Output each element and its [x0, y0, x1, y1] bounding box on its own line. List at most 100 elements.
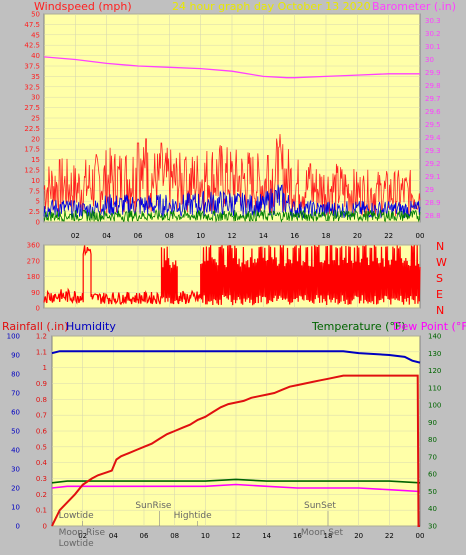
- direction-tick-label: 180: [27, 273, 40, 281]
- baro-tick-label: 29.4: [425, 134, 441, 142]
- rain-tick-label: 0.1: [36, 507, 47, 515]
- rain-tick-label: 0.3: [36, 475, 47, 483]
- wind-tick-label: 12.5: [24, 167, 40, 175]
- wind-baro-panel: 0 2.5 5 7.5 10 12.5 15 17.5 20 22.5 25 27.5 30 32.5 35…: [24, 11, 441, 241]
- wind-tick-label: 27.5: [24, 104, 40, 112]
- baro-tick-label: 29.5: [425, 121, 441, 129]
- temperature-tick-label: 140: [428, 333, 441, 341]
- compass-label: N: [436, 304, 444, 317]
- compass-label: E: [436, 288, 443, 301]
- rain-tick-label: 1: [43, 364, 47, 372]
- baro-tick-label: 29: [425, 186, 434, 194]
- x-tick-label: 02: [78, 532, 87, 540]
- baro-tick-label: 28.8: [425, 212, 441, 220]
- humidity-tick-label: 20: [11, 485, 20, 493]
- temperature-tick-label: 50: [428, 488, 437, 496]
- wind-tick-label: 0: [36, 219, 40, 227]
- barometer-line: [43, 56, 420, 79]
- event-label: Moon Rise: [59, 528, 106, 538]
- rain-humidity-series: [51, 350, 421, 527]
- wind-tick-label: 50: [31, 11, 40, 19]
- x-tick-label: 16: [290, 232, 299, 240]
- wind-tick-label: 7.5: [29, 187, 40, 195]
- rain-tick-label: 0.7: [36, 412, 47, 420]
- temperature-tick-label: 80: [428, 436, 437, 444]
- x-tick-label: 04: [102, 232, 111, 240]
- baro-tick-label: 29.7: [425, 95, 441, 103]
- humidity-tick-label: 80: [11, 371, 20, 379]
- temperature-tick-label: 30: [428, 523, 437, 531]
- direction-tick-label: 360: [27, 242, 40, 250]
- humidity-tick-label: 30: [11, 466, 20, 474]
- baro-tick-label: 30.1: [425, 43, 441, 51]
- rain-tick-label: 1.2: [36, 333, 47, 341]
- event-label: SunRise: [135, 501, 172, 511]
- rain-tick-label: 0.2: [36, 491, 47, 499]
- wind-baro-grid: [44, 13, 420, 223]
- compass-label: S: [436, 272, 443, 285]
- humidity-tick-label: 70: [11, 390, 20, 398]
- x-tick-label: 10: [196, 232, 205, 240]
- x-tick-label: 00: [416, 532, 425, 540]
- x-tick-label: 08: [165, 232, 174, 240]
- wind-tick-label: 47.5: [24, 21, 40, 29]
- rain-tick-label: 0.6: [36, 428, 48, 436]
- rain-humidity-temp-panel: 0 0.1 0.2 0.3 0.4 0.5 0.6 0.7 0.8 0.9 1 1.1 1.2 0 10 20…: [7, 333, 442, 550]
- windspeed-axis-title: Windspeed (mph): [34, 0, 132, 13]
- wind-baro-axes: 0 2.5 5 7.5 10 12.5 15 17.5 20 22.5 25 27.5 30 32.5 35…: [24, 11, 441, 241]
- rainfall-line: [51, 374, 420, 527]
- wind-average-line: [43, 208, 421, 223]
- wind-tick-label: 25: [31, 115, 40, 123]
- x-tick-label: 06: [134, 232, 143, 240]
- direction-tick-label: 0: [36, 305, 40, 313]
- rain-tick-label: 0: [43, 523, 47, 531]
- event-label: Moon Set: [301, 528, 344, 538]
- compass-label: N: [436, 240, 444, 253]
- rain-tick-label: 0.9: [36, 380, 47, 388]
- wind-tick-label: 10: [31, 177, 40, 185]
- event-label: Hightide: [174, 511, 212, 521]
- temperature-tick-label: 100: [428, 402, 441, 410]
- x-tick-label: 22: [384, 232, 393, 240]
- x-tick-label: 12: [228, 232, 237, 240]
- wind-tick-label: 35: [31, 73, 40, 81]
- baro-tick-label: 29.9: [425, 69, 441, 77]
- humidity-line: [51, 350, 421, 364]
- wind-direction-series: [43, 245, 421, 306]
- wind-direction-line: [43, 245, 421, 306]
- wind-tick-label: 45: [31, 31, 40, 39]
- baro-tick-label: 29.3: [425, 147, 441, 155]
- humidity-axis-title: Humidity: [66, 320, 116, 333]
- rain-tick-label: 0.4: [36, 459, 48, 467]
- x-tick-label: 16: [293, 532, 302, 540]
- direction-tick-label: 270: [27, 257, 40, 265]
- x-tick-label: 22: [385, 532, 394, 540]
- wind-baro-series: [43, 56, 421, 223]
- x-tick-label: 04: [109, 532, 118, 540]
- rainfall-axis-title: Rainfall (.in): [2, 320, 69, 333]
- rain-humidity-axes: 0 0.1 0.2 0.3 0.4 0.5 0.6 0.7 0.8 0.9 1 1.1 1.2 0 10 20…: [7, 333, 442, 541]
- dewpoint-line: [51, 483, 421, 493]
- temperature-tick-label: 60: [428, 471, 437, 479]
- x-tick-label: 10: [201, 532, 210, 540]
- x-tick-label: 20: [353, 232, 362, 240]
- dewpoint-axis-title: Dew Point (°F): [393, 320, 466, 333]
- rain-tick-label: 0.8: [36, 396, 47, 404]
- humidity-tick-label: 50: [11, 428, 20, 436]
- x-tick-label: 08: [170, 532, 179, 540]
- baro-tick-label: 30.2: [425, 30, 441, 38]
- humidity-tick-label: 40: [11, 447, 20, 455]
- baro-tick-label: 29.6: [425, 108, 441, 116]
- wind-tick-label: 5: [36, 198, 40, 206]
- rain-tick-label: 1.1: [36, 348, 47, 356]
- x-tick-label: 00: [416, 232, 425, 240]
- temperature-tick-label: 40: [428, 505, 437, 513]
- baro-tick-label: 30.3: [425, 17, 441, 25]
- temperature-tick-label: 120: [428, 367, 441, 375]
- x-tick-label: 12: [232, 532, 241, 540]
- humidity-tick-label: 0: [16, 523, 20, 531]
- baro-tick-label: 28.9: [425, 199, 441, 207]
